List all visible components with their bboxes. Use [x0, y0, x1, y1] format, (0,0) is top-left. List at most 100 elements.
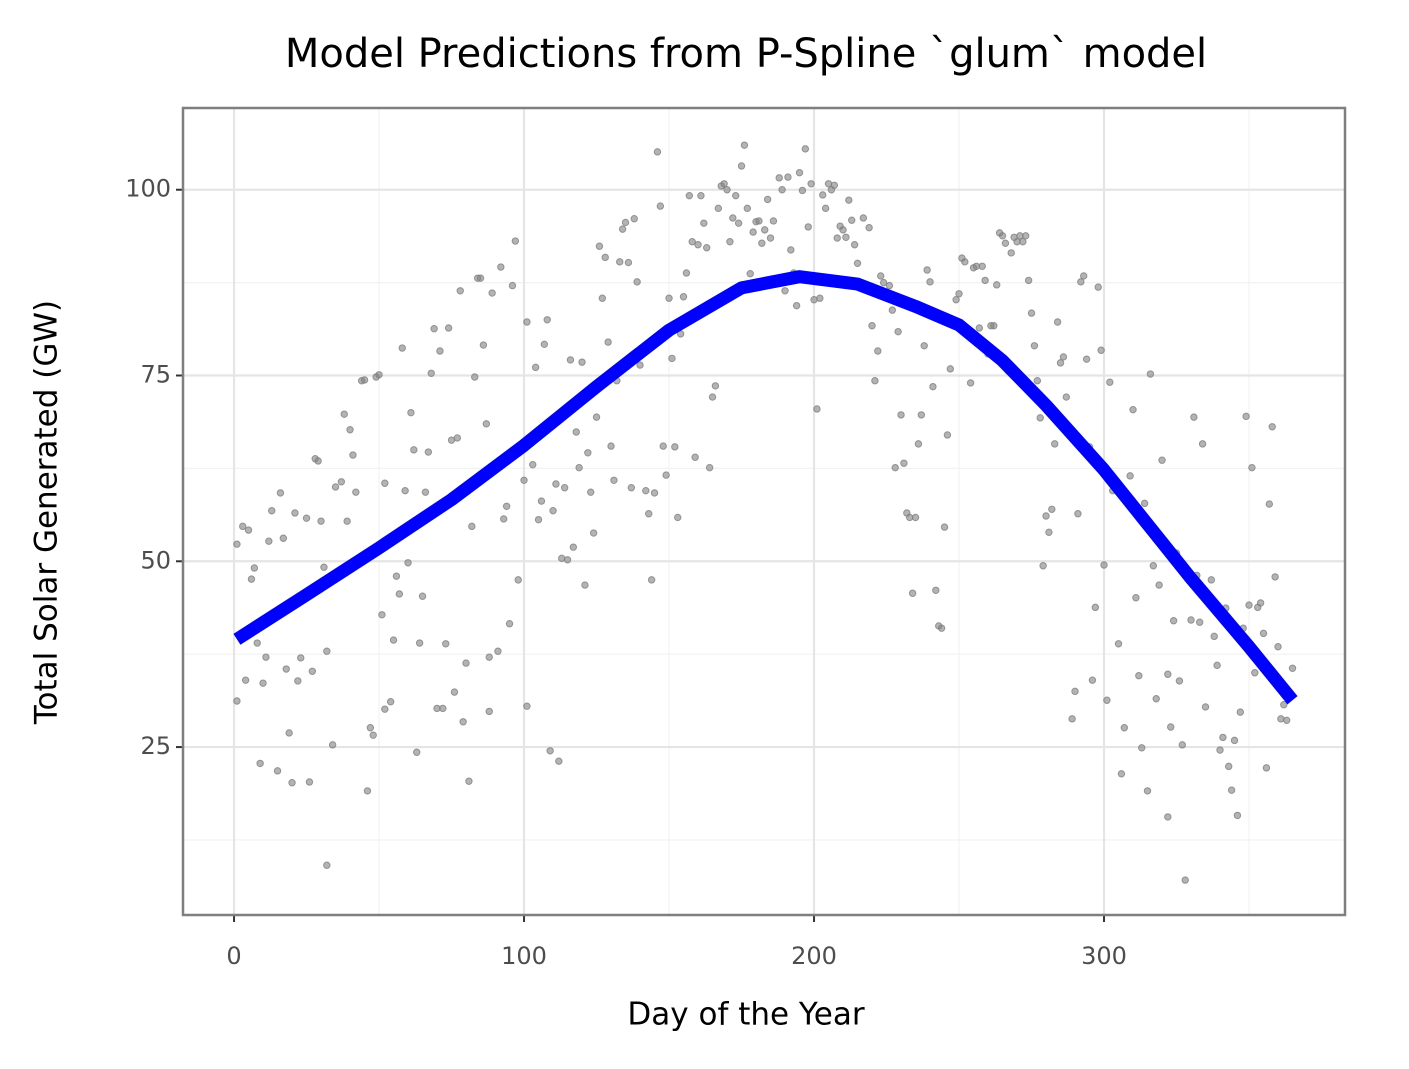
scatter-point [415, 639, 424, 647]
scatter-point [413, 748, 421, 756]
scatter-point [1181, 876, 1189, 884]
scatter-point [465, 777, 473, 785]
scatter-point [1019, 238, 1027, 246]
scatter-point [688, 238, 696, 246]
scatter-point [233, 540, 241, 548]
scatter-point [1262, 764, 1271, 772]
scatter-point [537, 497, 546, 505]
scatter-point [1256, 599, 1265, 607]
scatter-point [775, 174, 783, 182]
x-tick-label: 200 [791, 942, 837, 970]
scatter-point [1053, 318, 1062, 326]
scatter-point [323, 861, 331, 869]
fit-line [233, 270, 1298, 705]
scatter-point [1259, 629, 1268, 638]
scatter-point [1007, 249, 1015, 257]
y-tick-label: 25 [140, 732, 171, 760]
scatter-point [784, 173, 792, 181]
scatter-point [1196, 618, 1204, 626]
scatter-point [1117, 770, 1126, 778]
scatter-point [705, 463, 714, 472]
scatter-point [282, 665, 290, 673]
scatter-point [233, 697, 241, 705]
scatter-point [442, 640, 450, 648]
scatter-point [540, 340, 549, 349]
scatter-point [508, 281, 517, 290]
scatter-point [595, 242, 604, 250]
scatter-point [674, 513, 682, 522]
scatter-point [560, 484, 569, 492]
scatter-point [1230, 736, 1239, 745]
scatter-point [1051, 440, 1059, 448]
scatter-point [1132, 593, 1140, 602]
scatter-point [807, 180, 815, 188]
scatter-point [737, 162, 746, 170]
y-tick-label: 75 [140, 361, 171, 389]
scatter-point [943, 431, 952, 439]
scatter-point [1219, 733, 1227, 742]
scatter-point [955, 290, 963, 298]
scatter-point [494, 647, 502, 655]
scatter-point [755, 217, 763, 225]
scatter-point [1283, 716, 1291, 725]
scatter-point [961, 258, 969, 266]
scatter-point [804, 223, 812, 231]
scatter-point [720, 180, 728, 188]
scatter-point [621, 218, 630, 227]
scatter-point [239, 522, 247, 531]
scatter-point [404, 559, 412, 567]
scatter-point [302, 514, 311, 522]
scatter-point [908, 589, 917, 597]
scatter-point [1094, 283, 1102, 291]
scatter-point [378, 611, 386, 619]
scatter-point [781, 287, 789, 295]
scatter-point [865, 223, 873, 232]
scatter-point [624, 258, 633, 267]
y-axis-title: Total Solar Generated (GW) [29, 300, 65, 725]
scatter-point [685, 191, 694, 200]
scatter-point [940, 523, 949, 531]
scatter-point [505, 620, 514, 628]
scatter-point [714, 204, 723, 213]
scatter-point [456, 287, 464, 295]
scatter-point [500, 515, 508, 523]
scatter-point [914, 440, 923, 448]
scatter-point [703, 244, 711, 252]
scatter-point [1271, 573, 1279, 581]
scatter-point [627, 484, 636, 492]
scatter-point [929, 382, 937, 391]
scatter-point [369, 731, 377, 739]
scatter-point [1048, 505, 1056, 513]
scatter-point [587, 488, 595, 496]
scatter-point [911, 513, 920, 522]
scatter-point [766, 234, 775, 242]
scatter-point [792, 301, 801, 310]
x-axis-title: Day of the Year [627, 997, 864, 1033]
scatter-point [1143, 787, 1152, 795]
scatter-point [1213, 661, 1221, 670]
scatter-point [671, 443, 679, 451]
scatter-point [697, 191, 705, 200]
scatter-point [795, 168, 804, 177]
scatter-point [604, 338, 612, 346]
scatter-point [279, 534, 288, 542]
scatter-point [1071, 687, 1079, 696]
x-tick-label: 300 [1081, 942, 1127, 970]
scatter-point [830, 181, 839, 189]
scatter-point [331, 483, 340, 491]
scatter-point [592, 413, 601, 421]
scatter-point [879, 278, 888, 287]
scatter-point [317, 517, 325, 525]
x-tick-label: 0 [226, 942, 241, 970]
scatter-point [1135, 672, 1143, 680]
scatter-point [328, 741, 337, 749]
scatter-point [1175, 677, 1184, 685]
scatter-point [1106, 378, 1114, 386]
scatter-point [937, 624, 946, 632]
scatter-point [488, 289, 496, 297]
scatter-point [485, 707, 493, 716]
scatter-point [352, 488, 360, 496]
scatter-point [262, 653, 270, 661]
scatter-point [244, 526, 253, 534]
